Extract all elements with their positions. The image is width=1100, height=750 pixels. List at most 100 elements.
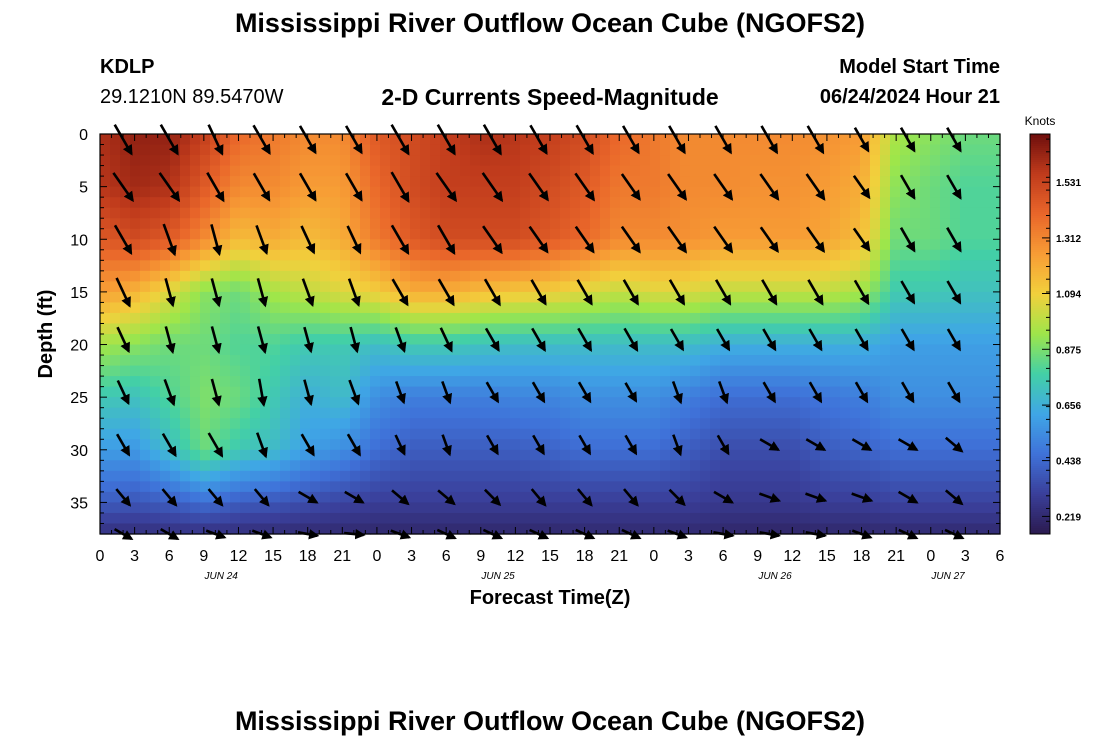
heatmap-cell: [520, 470, 531, 482]
heatmap-cell: [720, 523, 731, 535]
heatmap-cell: [470, 155, 481, 167]
heatmap-cell: [480, 218, 491, 230]
heatmap-cell: [750, 376, 761, 388]
heatmap-cell: [390, 218, 401, 230]
heatmap-cell: [140, 449, 151, 461]
heatmap-cell: [620, 197, 631, 209]
heatmap-cell: [800, 155, 811, 167]
heatmap-cell: [610, 302, 621, 314]
heatmap-cell: [160, 144, 171, 156]
heatmap-cell: [830, 512, 841, 525]
heatmap-cell: [280, 270, 291, 282]
heatmap-cell: [550, 523, 561, 535]
heatmap-cell: [290, 186, 301, 198]
heatmap-cell: [500, 228, 511, 240]
heatmap-cell: [690, 334, 701, 346]
heatmap-cell: [200, 218, 211, 230]
heatmap-cell: [370, 376, 381, 388]
heatmap-cell: [400, 218, 411, 230]
x-tick-label: 18: [299, 548, 317, 565]
current-vector: [805, 492, 828, 503]
heatmap-cell: [590, 207, 601, 219]
heatmap-cell: [720, 428, 731, 440]
heatmap-cell: [640, 249, 651, 261]
heatmap-cell: [670, 186, 681, 198]
heatmap-cell: [160, 239, 171, 251]
heatmap-cell: [440, 376, 451, 388]
heatmap-cell: [920, 397, 931, 409]
heatmap-cell: [890, 428, 901, 440]
heatmap-cell: [160, 344, 171, 356]
heatmap-cell: [310, 249, 321, 261]
heatmap-cell: [290, 323, 301, 335]
heatmap-cell: [620, 228, 631, 240]
heatmap-cell: [350, 334, 361, 346]
x-axis-label: Forecast Time(Z): [470, 587, 631, 609]
heatmap-cell: [500, 355, 511, 367]
heatmap-cell: [890, 355, 901, 367]
colorbar-segment: [1030, 440, 1050, 443]
heatmap-cell: [430, 523, 441, 535]
heatmap-cell: [440, 218, 451, 230]
heatmap-cell: [460, 197, 471, 209]
heatmap-cell: [940, 428, 951, 440]
x-tick-label: 6: [165, 548, 174, 565]
heatmap-cell: [720, 344, 731, 356]
heatmap-cell: [760, 470, 771, 482]
heatmap-cell: [310, 428, 321, 440]
heatmap-cell: [960, 207, 971, 219]
heatmap-cell: [260, 428, 271, 440]
heatmap-cell: [740, 386, 751, 398]
heatmap-cell: [120, 260, 131, 272]
heatmap-cell: [480, 239, 491, 251]
heatmap-cell: [180, 470, 191, 482]
heatmap-cell: [900, 460, 911, 472]
heatmap-cell: [830, 523, 841, 535]
heatmap-cell: [350, 218, 361, 230]
heatmap-cell: [890, 460, 901, 472]
heatmap-cell: [210, 207, 221, 219]
colorbar-segment: [1030, 396, 1050, 399]
heatmap-cell: [660, 155, 671, 167]
heatmap-cell: [850, 449, 861, 461]
heatmap-cell: [830, 460, 841, 472]
heatmap-cell: [590, 228, 601, 240]
heatmap-cell: [410, 386, 421, 398]
colorbar-tick-label: 1.094: [1056, 290, 1081, 301]
heatmap-cell: [510, 144, 521, 156]
heatmap-cell: [730, 491, 741, 504]
heatmap-cell: [690, 155, 701, 167]
heatmap-cell: [270, 323, 281, 335]
heatmap-cell: [760, 365, 771, 377]
heatmap-cell: [280, 291, 291, 304]
heatmap-cell: [730, 291, 741, 304]
heatmap-cell: [390, 239, 401, 251]
heatmap-cell: [870, 449, 881, 461]
heatmap-cell: [240, 376, 251, 388]
heatmap-cell: [230, 407, 241, 419]
colorbar-segment: [1030, 338, 1050, 341]
heatmap-cell: [810, 460, 821, 472]
colorbar-segment: [1030, 168, 1050, 171]
heatmap-cell: [110, 312, 121, 325]
heatmap-cell: [540, 334, 551, 346]
heatmap-cell: [400, 155, 411, 167]
heatmap-cell: [860, 502, 871, 514]
heatmap-cell: [450, 365, 461, 377]
heatmap-cell: [780, 302, 791, 314]
heatmap-cell: [670, 302, 681, 314]
heatmap-cell: [780, 144, 791, 156]
heatmap-cell: [580, 249, 591, 261]
heatmap-cell: [250, 260, 261, 272]
heatmap-cell: [500, 302, 511, 314]
heatmap-cell: [340, 481, 351, 493]
heatmap-cell: [570, 165, 581, 177]
heatmap-cell: [550, 334, 561, 346]
heatmap-cell: [970, 449, 981, 461]
heatmap-cell: [130, 323, 141, 335]
heatmap-cell: [610, 186, 621, 198]
heatmap-cell: [230, 207, 241, 219]
heatmap-cell: [490, 260, 501, 272]
colorbar-segment: [1030, 436, 1050, 439]
heatmap-cell: [190, 355, 201, 367]
